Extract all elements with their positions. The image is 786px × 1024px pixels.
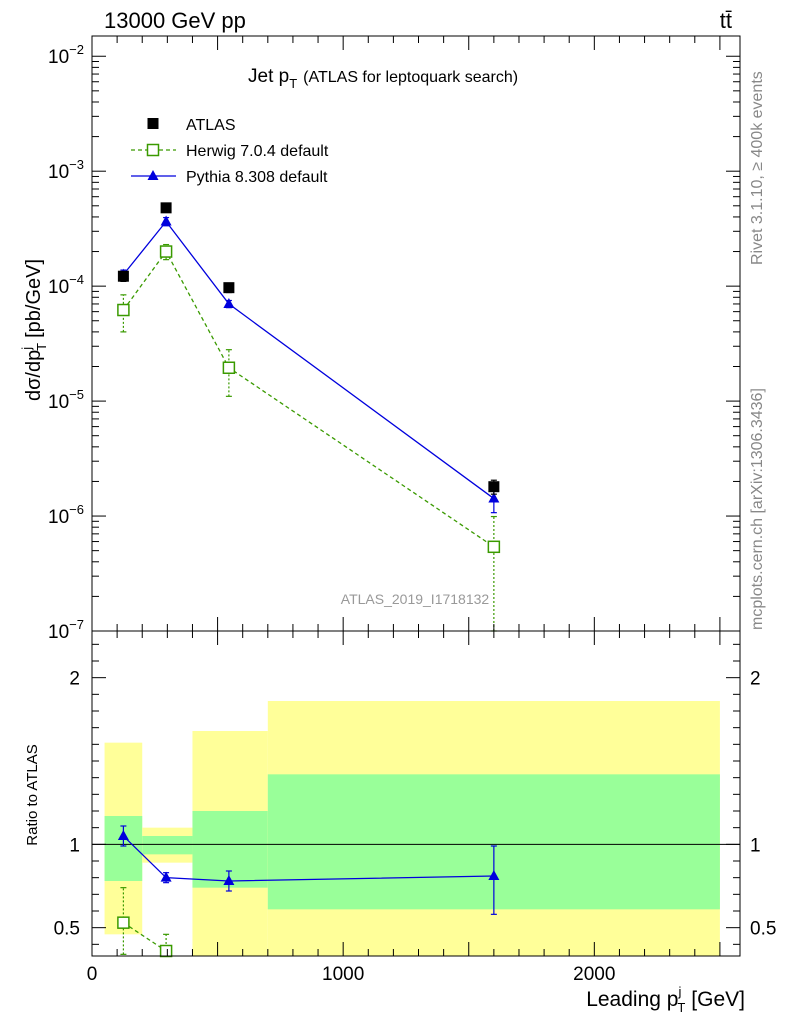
ylabel-subscript: T xyxy=(34,343,49,351)
main-pythia-point xyxy=(160,215,172,226)
ylabel-superscript: j xyxy=(19,347,34,351)
main-y-tick-label: 10−7 xyxy=(48,617,84,643)
legend-marker-pythia xyxy=(147,170,159,180)
main-herwig-point xyxy=(487,540,501,554)
ylabel-main: dσ/dp xyxy=(23,350,45,401)
legend-label-pythia: Pythia 8.308 default xyxy=(186,169,328,186)
tick-base: 10 xyxy=(48,622,69,643)
ratio-pythia-point xyxy=(223,875,235,885)
tick-base: 10 xyxy=(48,47,69,68)
main-x-ticks xyxy=(91,36,721,631)
main-pythia-point xyxy=(223,297,235,308)
mcplots-label: mcplots.cern.ch [arXiv:1306.3436] xyxy=(749,388,766,630)
ratio-x-ticks: 0 1000 2000 xyxy=(87,631,721,985)
tick-exponent: −4 xyxy=(69,272,84,287)
tick-exponent: −2 xyxy=(69,42,84,57)
main-y-tick-label: 10−2 xyxy=(48,42,84,68)
main-y-tick-label: 10−5 xyxy=(48,387,84,413)
main-y-tick-label: 10−3 xyxy=(48,157,84,183)
main-y-ticks: 10−710−610−510−410−310−2 xyxy=(48,42,740,643)
ratio-series-pythia xyxy=(117,825,500,915)
tick-base: 10 xyxy=(48,277,69,298)
ratio-band-green xyxy=(192,811,268,888)
tick-exponent: −3 xyxy=(69,157,84,172)
main-y-axis-label: dσ/dpjT [pb/GeV] xyxy=(19,259,49,401)
main-series-atlas xyxy=(117,202,500,495)
main-panel: 10−710−610−510−410−310−2 Jet pT (ATLAS fo… xyxy=(19,35,741,643)
ratio-pythia-line xyxy=(122,835,494,882)
ylabel-unit: [pb/GeV] xyxy=(23,259,45,338)
ratio-herwig-line xyxy=(123,922,167,952)
xlabel-subscript: T xyxy=(677,1000,685,1015)
ratio-frame xyxy=(91,630,741,957)
title-main: Jet p xyxy=(248,66,289,87)
chart-title: Jet pT (ATLAS for leptoquark search) xyxy=(248,66,518,91)
ratio-y-ticks: 0.5 0.5 1 1 2 2 xyxy=(54,643,776,945)
tick-exponent: −6 xyxy=(69,502,84,517)
main-y-tick-label: 10−6 xyxy=(48,502,84,528)
ratio-y-tick-label: 2 xyxy=(69,669,80,690)
legend-label-atlas: ATLAS xyxy=(186,117,236,134)
xlabel-superscript: j xyxy=(677,984,681,999)
analysis-watermark: ATLAS_2019_I1718132 xyxy=(341,591,490,607)
rivet-label: Rivet 3.1.10, ≥ 400k events xyxy=(749,71,766,265)
main-pythia-point xyxy=(488,492,500,503)
ratio-band-green xyxy=(142,836,193,855)
ratio-y-tick-label-right: 1 xyxy=(750,835,761,856)
xlabel-main: Leading p xyxy=(586,988,678,1011)
main-atlas-point xyxy=(223,282,235,294)
title-subscript: T xyxy=(289,76,297,91)
ratio-y-tick-label-right: 0.5 xyxy=(750,919,776,940)
legend-marker-herwig xyxy=(146,143,160,157)
ratio-herwig-point xyxy=(159,944,173,958)
ratio-y-axis-label: Ratio to ATLAS xyxy=(24,744,41,845)
main-series-pythia xyxy=(117,215,500,514)
main-atlas-point xyxy=(117,270,129,282)
ratio-panel: 0.5 0.5 1 1 2 2 0 1000 2000 Ratio to ATLAS Lead… xyxy=(24,630,776,1015)
legend-marker-atlas xyxy=(147,118,159,129)
ratio-herwig-point xyxy=(117,916,130,929)
tick-base: 10 xyxy=(48,162,69,183)
main-y-tick-label: 10−4 xyxy=(48,272,84,298)
energy-label: 13000 GeV pp xyxy=(104,8,246,33)
tick-exponent: −7 xyxy=(69,617,84,632)
tick-exponent: −5 xyxy=(69,387,84,402)
ratio-pythia-point xyxy=(160,871,172,882)
ratio-series-layer xyxy=(117,825,500,958)
process-label: tt̄ xyxy=(720,8,732,33)
ratio-y-tick-label-right: 2 xyxy=(750,669,761,690)
ratio-pythia-point xyxy=(488,870,500,880)
main-atlas-point xyxy=(160,202,172,214)
main-herwig-point xyxy=(159,245,173,258)
main-herwig-point xyxy=(222,361,236,375)
main-atlas-point xyxy=(488,481,500,493)
main-series-layer xyxy=(117,202,501,632)
ratio-y-tick-label: 0.5 xyxy=(54,919,80,940)
main-pythia-line xyxy=(122,220,495,500)
ratio-y-tick-label: 1 xyxy=(69,835,80,856)
tick-base: 10 xyxy=(48,507,69,528)
main-herwig-point xyxy=(117,303,130,317)
x-tick-label: 2000 xyxy=(573,964,615,985)
main-herwig-line xyxy=(122,250,495,548)
legend-label-herwig: Herwig 7.0.4 default xyxy=(186,143,329,160)
main-series-herwig xyxy=(117,243,501,632)
xlabel-unit: [GeV] xyxy=(691,988,745,1011)
tick-base: 10 xyxy=(48,392,69,413)
x-tick-label: 1000 xyxy=(322,964,364,985)
title-rest: (ATLAS for leptoquark search) xyxy=(303,69,518,86)
x-axis-label: Leading pj T [GeV] xyxy=(586,984,745,1015)
x-tick-label: 0 xyxy=(87,964,98,985)
legend: ATLAS Herwig 7.0.4 default Pythia 8.308 … xyxy=(131,117,329,186)
ratio-pythia-point xyxy=(117,830,129,840)
ratio-bands xyxy=(104,701,720,956)
